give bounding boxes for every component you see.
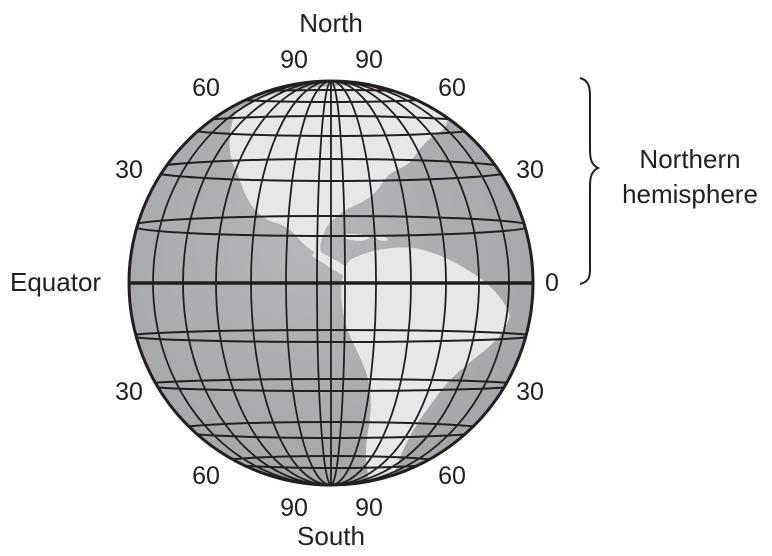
lat-label-90-south-left: 90 (280, 494, 308, 522)
lat-label-60-south-left: 60 (192, 462, 220, 490)
northern-hemisphere-label-line2: hemisphere (622, 179, 758, 209)
lat-label-30-north-right: 30 (516, 156, 544, 184)
lat-label-90-north-left: 90 (280, 46, 308, 74)
lat-label-30-north-left: 30 (115, 156, 143, 184)
north-label: North (299, 8, 363, 38)
northern-hemisphere-label-line1: Northern (639, 144, 740, 174)
lat-label-30-south-right: 30 (516, 378, 544, 406)
lat-label-60-south-right: 60 (438, 462, 466, 490)
lat-label-90-south-right: 90 (355, 494, 383, 522)
lat-label-90-north-right: 90 (355, 46, 383, 74)
curly-brace-icon (580, 78, 598, 284)
equator-value-label: 0 (545, 269, 559, 297)
lat-label-30-south-left: 30 (115, 378, 143, 406)
equator-label: Equator (10, 267, 101, 297)
lat-label-60-north-left: 60 (192, 74, 220, 102)
globe-icon (120, 80, 542, 490)
lat-label-60-north-right: 60 (438, 74, 466, 102)
south-label: South (297, 521, 365, 551)
